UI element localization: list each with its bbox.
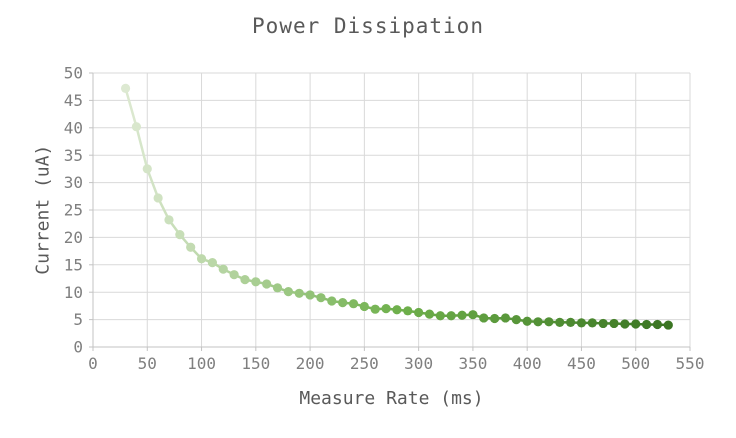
y-axis-label: Current (uA) <box>32 144 54 275</box>
data-point <box>262 279 272 289</box>
data-point <box>652 319 663 330</box>
data-point <box>359 301 369 312</box>
data-point <box>142 164 152 174</box>
data-point <box>479 313 489 323</box>
y-tick-label: 20 <box>64 228 83 247</box>
data-point <box>392 305 402 315</box>
y-tick-label: 10 <box>64 283 83 302</box>
x-tick-labels: 0 50 100 150 200 250 300 350 400 450 500 550 <box>88 354 704 373</box>
x-tick-label: 300 <box>404 354 433 373</box>
data-point <box>240 274 250 285</box>
y-tick-label: 45 <box>64 91 83 110</box>
data-point <box>566 317 576 327</box>
data-point <box>164 215 174 225</box>
y-tick-label: 30 <box>64 173 83 192</box>
y-tick-label: 15 <box>64 255 83 274</box>
x-tick-label: 500 <box>621 354 650 373</box>
data-point <box>272 283 283 293</box>
data-point <box>555 317 565 327</box>
x-tick-label: 350 <box>458 354 487 373</box>
data-point <box>153 193 163 203</box>
y-tick-label: 50 <box>64 64 83 83</box>
series-segment <box>135 126 149 170</box>
data-point <box>283 287 293 297</box>
data-series-line <box>124 88 669 327</box>
data-point <box>370 304 380 314</box>
data-point <box>490 313 500 324</box>
data-point <box>348 299 359 309</box>
data-point <box>598 318 608 329</box>
x-tick-label: 100 <box>187 354 216 373</box>
data-point <box>403 306 413 316</box>
data-point <box>468 310 478 320</box>
data-point <box>587 318 597 328</box>
series-segment <box>146 168 160 199</box>
x-tick-label: 550 <box>676 354 705 373</box>
data-point <box>338 298 348 308</box>
data-point <box>435 311 445 321</box>
x-tick-label: 0 <box>88 354 98 373</box>
x-tick-label: 200 <box>296 354 325 373</box>
x-tick-label: 400 <box>513 354 542 373</box>
data-point <box>120 83 131 93</box>
x-tick-label: 150 <box>241 354 270 373</box>
data-point <box>500 313 511 323</box>
data-point <box>381 304 391 314</box>
data-point <box>424 309 435 319</box>
data-point <box>196 254 207 264</box>
data-point <box>175 230 185 240</box>
data-point <box>533 317 543 327</box>
x-axis-label: Measure Rate (ms) <box>299 388 484 409</box>
x-tick-label: 450 <box>567 354 596 373</box>
y-tick-label: 35 <box>64 146 83 165</box>
data-point <box>131 122 142 132</box>
chart-title: Power Dissipation <box>252 14 484 38</box>
data-point <box>663 320 673 330</box>
series-segment <box>124 88 138 128</box>
data-point <box>544 317 554 327</box>
y-tick-labels: 0 5 10 15 20 25 30 35 40 45 50 <box>64 64 83 357</box>
gridlines <box>93 72 691 347</box>
y-tick-label: 0 <box>73 338 83 357</box>
data-series-markers <box>120 83 673 330</box>
x-tick-label: 250 <box>350 354 379 373</box>
data-point <box>620 319 630 329</box>
data-point <box>327 296 337 306</box>
data-point <box>251 277 261 287</box>
y-tick-label: 40 <box>64 118 83 137</box>
y-tick-label: 5 <box>73 310 83 329</box>
data-point <box>186 242 196 252</box>
data-point <box>511 315 521 325</box>
data-point <box>446 311 456 321</box>
data-point <box>305 290 315 300</box>
data-point <box>457 310 467 320</box>
axes <box>89 72 691 351</box>
data-point <box>641 319 652 330</box>
data-point <box>576 318 587 328</box>
data-point <box>414 307 424 318</box>
data-point <box>609 318 619 329</box>
data-point <box>207 258 217 268</box>
x-tick-label: 50 <box>138 354 157 373</box>
data-point <box>631 319 641 329</box>
data-point <box>294 288 304 298</box>
data-point <box>218 264 228 274</box>
data-point <box>316 293 326 303</box>
data-point <box>522 316 532 326</box>
y-tick-label: 25 <box>64 201 83 220</box>
data-point <box>229 270 239 280</box>
